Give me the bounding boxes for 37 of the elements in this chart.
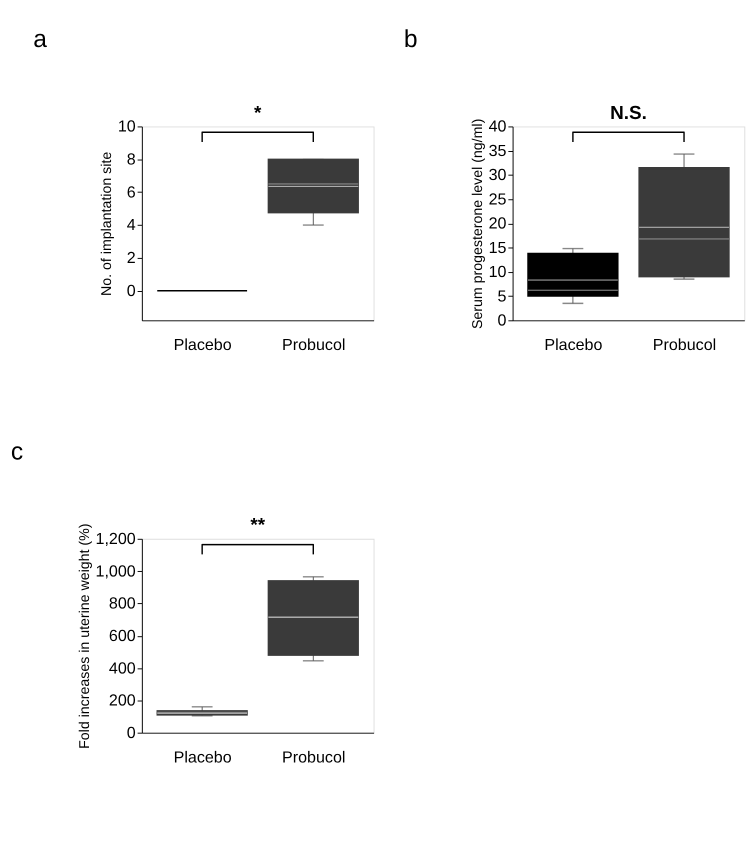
y-tick-label: 1,000 bbox=[96, 562, 136, 580]
text: * bbox=[254, 102, 262, 124]
y-tick-label: 1,200 bbox=[96, 530, 136, 548]
y-tick-label: 10 bbox=[488, 263, 507, 282]
y-tick-label: 0 bbox=[498, 312, 507, 330]
chart-title: a bbox=[33, 26, 48, 53]
y-tick-label: 5 bbox=[498, 287, 507, 306]
y-axis-title: Fold increases in uterine weight (%) bbox=[76, 524, 93, 749]
x-tick-label: Placebo bbox=[174, 748, 232, 766]
text: ** bbox=[250, 515, 266, 536]
x-tick-label: Placebo bbox=[544, 336, 602, 354]
y-tick-label: 800 bbox=[108, 594, 136, 613]
x-tick-label: Probucol bbox=[282, 336, 346, 354]
y-tick-label: 2 bbox=[126, 249, 136, 268]
x-tick-label: Placebo bbox=[174, 336, 232, 354]
y-tick-label: 4 bbox=[126, 216, 136, 234]
y-tick-label: 0 bbox=[126, 282, 136, 300]
y-tick-label: 400 bbox=[108, 659, 136, 678]
y-tick-label: 600 bbox=[108, 626, 136, 645]
y-tick-label: 8 bbox=[126, 150, 136, 169]
y-tick-label: 15 bbox=[488, 238, 507, 257]
y-tick-label: 200 bbox=[108, 692, 136, 710]
y-tick-label: 0 bbox=[126, 724, 136, 742]
text: N.S. bbox=[610, 102, 647, 124]
chart-title: c bbox=[10, 438, 24, 466]
x-tick-label: Probucol bbox=[282, 748, 346, 766]
y-tick-label: 6 bbox=[126, 183, 136, 202]
y-tick-label: 20 bbox=[488, 214, 507, 233]
y-tick-label: 25 bbox=[488, 190, 507, 208]
y-tick-label: 35 bbox=[488, 142, 507, 160]
y-tick-label: 10 bbox=[118, 118, 136, 136]
y-axis-title: No. of implantation site bbox=[99, 152, 116, 296]
y-axis-title: Serum progesterone level (ng/ml) bbox=[470, 118, 486, 330]
y-tick-label: 30 bbox=[488, 166, 507, 184]
x-tick-label: Probucol bbox=[652, 336, 716, 354]
y-tick-label: 40 bbox=[488, 118, 507, 136]
chart-title: b bbox=[404, 26, 418, 53]
